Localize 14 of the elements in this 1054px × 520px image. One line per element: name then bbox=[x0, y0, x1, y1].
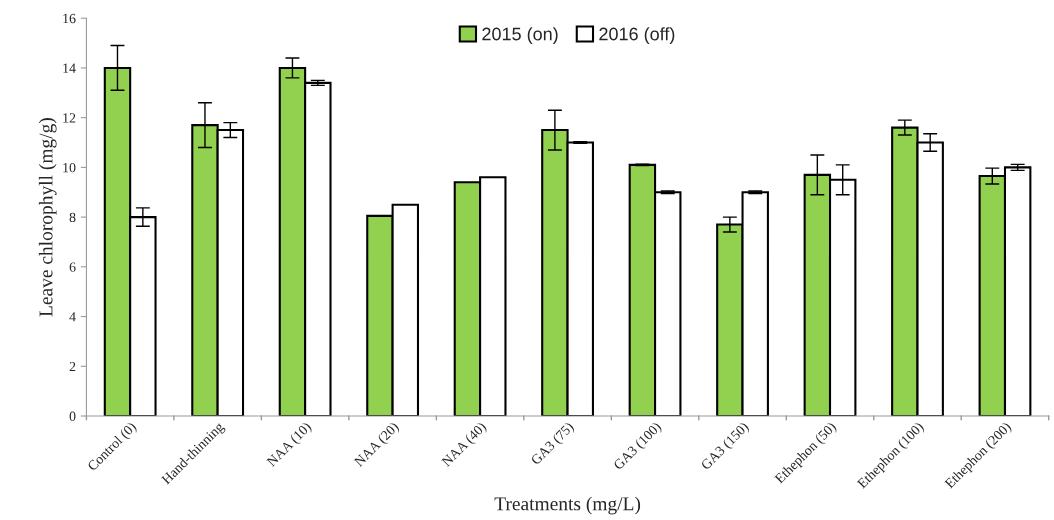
x-tick-label: GA3 (75) bbox=[530, 421, 577, 468]
y-axis-title: Leave chlorophyll (mg/g) bbox=[38, 118, 57, 317]
legend-label: 2015 (on) bbox=[482, 27, 558, 44]
y-tick-label: 6 bbox=[69, 262, 76, 272]
x-axis-title: Treatments (mg/L) bbox=[494, 496, 641, 515]
y-tick-label: 4 bbox=[69, 312, 76, 322]
y-tick-label: 14 bbox=[63, 63, 76, 73]
y-tick-label: 2 bbox=[69, 361, 76, 372]
y-tick-label: 10 bbox=[63, 162, 76, 173]
legend-label: 2016 (off) bbox=[599, 27, 675, 44]
y-tick-label: 0 bbox=[69, 411, 76, 421]
y-tick-label: 16 bbox=[63, 13, 76, 24]
y-tick-label: 12 bbox=[63, 113, 76, 123]
y-tick-label: 8 bbox=[69, 212, 76, 223]
